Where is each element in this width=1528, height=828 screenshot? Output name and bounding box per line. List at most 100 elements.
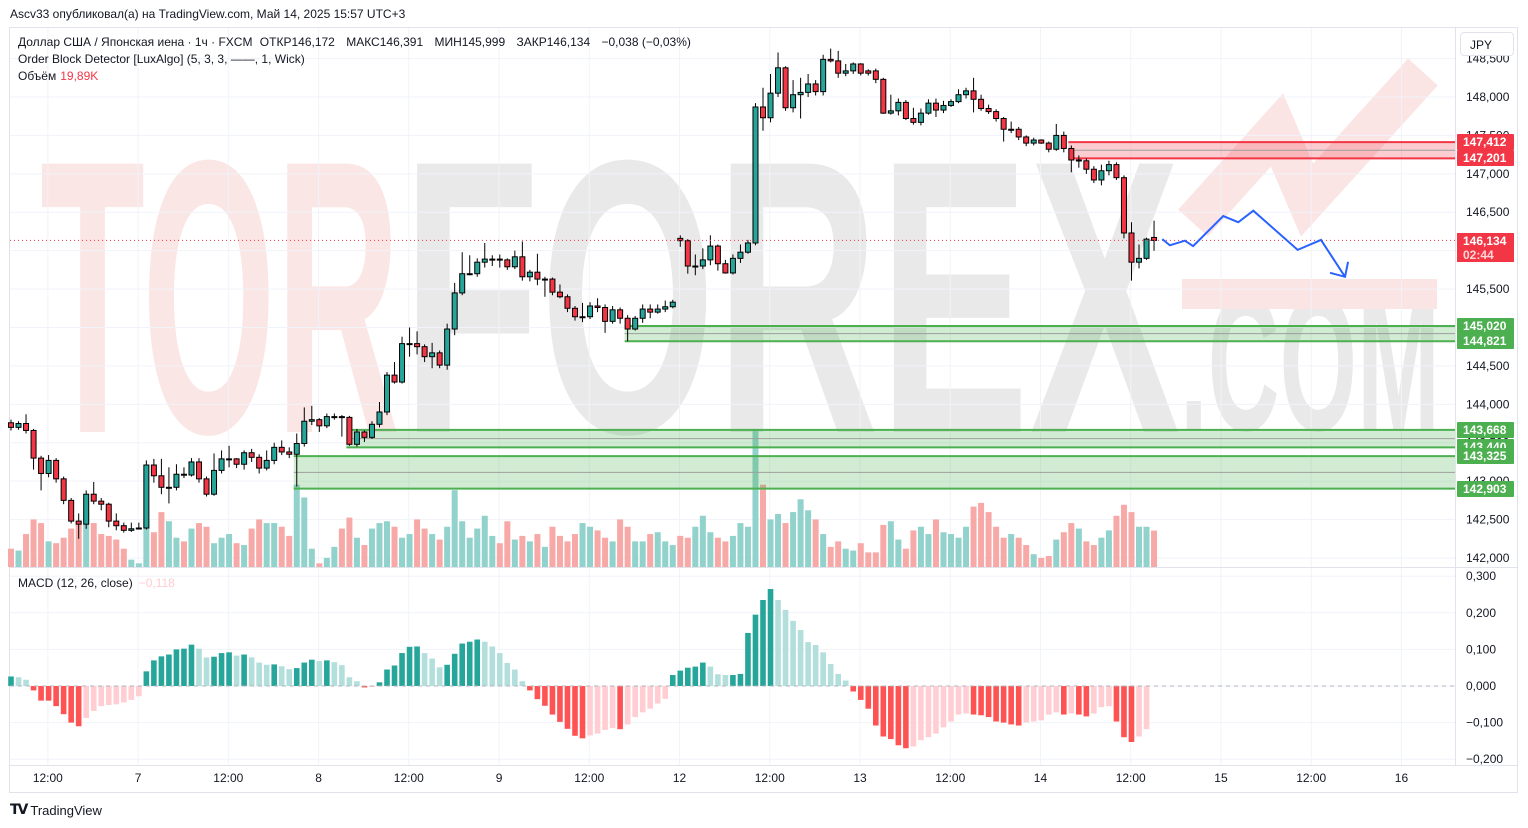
volume-bar [135, 563, 142, 567]
footer[interactable]: TV TradingView [10, 802, 102, 818]
candle-body [572, 307, 578, 318]
macd-bar [436, 667, 443, 686]
volume-bar [23, 534, 30, 567]
candle [226, 445, 233, 468]
volume-bar [399, 537, 406, 567]
macd-bar [121, 686, 127, 703]
volume-legend[interactable]: Объём 19,89K [18, 69, 102, 83]
volume-bar [218, 537, 225, 567]
volume-bar [797, 499, 804, 567]
candle-body [1008, 128, 1015, 131]
candle [1068, 145, 1075, 173]
volume-bar [256, 519, 263, 567]
candle [368, 421, 375, 439]
candle-body [1090, 168, 1097, 181]
candle [782, 66, 789, 111]
macd-bar [128, 686, 135, 700]
candle-body [278, 446, 285, 453]
volume-bar [948, 534, 954, 567]
volume-bar [511, 539, 518, 567]
candle-body [391, 374, 398, 383]
volume-bar [30, 519, 37, 567]
candle [301, 407, 308, 447]
time-tick-label: 12:00 [213, 771, 243, 785]
macd-bar [105, 686, 112, 706]
candle-body [451, 292, 458, 330]
candle-body [865, 70, 872, 74]
candle [165, 467, 172, 504]
candle [1038, 139, 1045, 144]
close-value: 146,134 [546, 35, 591, 49]
price-tick-label: 144,500 [1466, 359, 1510, 373]
volume-bar [384, 521, 390, 567]
volume-bar [526, 541, 533, 567]
candle-body [752, 106, 759, 244]
volume-bar [406, 534, 413, 567]
indicator-legend[interactable]: Order Block Detector [LuxAlgo] (5, 3, 3,… [18, 52, 309, 66]
macd-bar [211, 656, 217, 686]
candle [196, 458, 202, 483]
candle [835, 50, 842, 78]
volume-bar [760, 484, 766, 567]
candle [572, 305, 578, 321]
close-label: ЗАКР [516, 35, 547, 49]
volume-bar [429, 534, 436, 567]
macd-bar [218, 653, 225, 686]
indicator-name[interactable]: Order Block Detector [LuxAlgo] (5, 3, 3,… [18, 52, 305, 66]
candle-body [872, 70, 879, 80]
candle [489, 255, 496, 267]
candle [910, 107, 917, 125]
candle [143, 460, 150, 530]
volume-bar [158, 512, 165, 567]
macd-bar [226, 652, 232, 686]
candle [699, 248, 706, 270]
candle-body [143, 464, 150, 529]
symbol-legend[interactable]: Доллар США / Японская иена · 1ч · FXCM О… [18, 35, 695, 49]
candle-body [910, 118, 917, 123]
macd-bar [594, 686, 601, 734]
candle [872, 68, 879, 84]
macd-bar [572, 686, 578, 736]
volume-bar [564, 541, 571, 567]
volume-bar [1090, 545, 1097, 567]
symbol-name[interactable]: Доллар США / Японская иена · 1ч · FXCM [18, 35, 253, 49]
candle-body [624, 317, 631, 330]
candle-body [850, 63, 857, 72]
candle-body [744, 242, 751, 253]
macd-bar [519, 681, 526, 686]
candle-body [963, 90, 970, 96]
volume-bar [436, 539, 443, 567]
candle [624, 315, 631, 342]
macd-bar [918, 686, 924, 741]
volume-bar [481, 515, 488, 567]
candle [1136, 244, 1142, 269]
forecast-path[interactable] [1161, 209, 1346, 278]
macd-bar [406, 646, 413, 686]
volume-bar [323, 557, 330, 567]
candle [1105, 160, 1112, 176]
macd-label[interactable]: MACD (12, 26, close) [18, 576, 133, 590]
macd-bar [827, 664, 834, 686]
candle [233, 458, 240, 469]
candle-body [331, 416, 338, 419]
candle [391, 362, 398, 384]
candle [331, 413, 338, 420]
candle [850, 62, 857, 74]
volume-bar [1023, 545, 1030, 567]
macd-bar [760, 599, 766, 686]
forecast-drawing[interactable] [1161, 209, 1350, 279]
candle-body [857, 63, 864, 74]
volume-bar [602, 537, 609, 567]
volume-bar [196, 523, 202, 567]
volume-bar [496, 543, 503, 567]
candle-body [353, 431, 360, 445]
volume-bar [970, 506, 977, 567]
candle [842, 63, 849, 77]
currency-button[interactable]: JPY [1460, 32, 1514, 56]
candle [293, 433, 300, 487]
candle [790, 80, 797, 113]
macd-legend[interactable]: MACD (12, 26, close) −0,118 [18, 576, 175, 590]
macd-bar [722, 675, 729, 686]
candle-body [827, 58, 834, 62]
